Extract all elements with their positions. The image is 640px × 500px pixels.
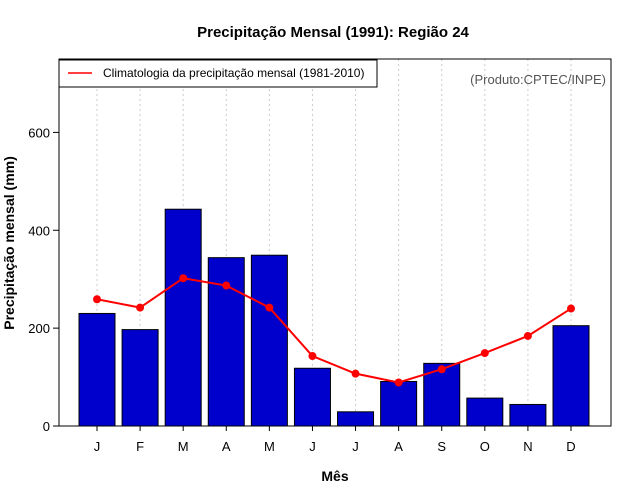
y-axis-label: Precipitação mensal (mm) xyxy=(1,156,17,330)
bar-D xyxy=(552,325,590,427)
climatology-point xyxy=(222,281,231,290)
legend-box xyxy=(58,59,378,88)
y-tick-label: 400 xyxy=(28,223,50,238)
climatology-point xyxy=(480,349,489,358)
x-tick-label: A xyxy=(394,439,403,454)
climatology-polyline xyxy=(96,277,572,384)
x-tick-label: F xyxy=(136,439,144,454)
y-tick-label: 0 xyxy=(43,419,50,434)
bar-O xyxy=(466,397,504,427)
climatology-point xyxy=(179,274,188,283)
x-axis-label: Mês xyxy=(321,468,348,484)
x-tick-label: S xyxy=(437,439,446,454)
x-tick-label: J xyxy=(94,439,101,454)
x-tick-label: J xyxy=(352,439,359,454)
y-tick-label: 600 xyxy=(28,125,50,140)
climatology-point xyxy=(394,378,403,387)
bar-N xyxy=(509,403,547,427)
bar-M xyxy=(164,208,202,427)
x-tick-label: N xyxy=(523,439,532,454)
climatology-point xyxy=(93,295,101,304)
climatology-point xyxy=(567,304,575,313)
climatology-point xyxy=(351,369,360,378)
climatology-line xyxy=(93,274,575,387)
credit-annotation: (Produto:CPTEC/INPE) xyxy=(470,72,606,87)
x-tick-label: M xyxy=(264,439,275,454)
x-tick-label: J xyxy=(309,439,316,454)
bar-A xyxy=(380,380,418,427)
bar-J xyxy=(78,312,116,427)
climatology-point xyxy=(265,303,274,312)
bars xyxy=(78,208,590,427)
climatology-point xyxy=(437,365,446,374)
climatology-point xyxy=(523,331,532,340)
bar-J xyxy=(293,367,331,427)
plot-frame xyxy=(58,58,612,427)
legend-label: Climatologia da precipitação mensal (198… xyxy=(103,66,364,80)
y-axis: 0 200 400 600 xyxy=(28,125,59,434)
bar-J xyxy=(337,411,375,427)
chart-title: Precipitação Mensal (1991): Região 24 xyxy=(197,24,469,41)
legend: Climatologia da precipitação mensal (198… xyxy=(58,59,378,88)
x-tick-label: D xyxy=(566,439,575,454)
x-tick-label: M xyxy=(178,439,189,454)
y-tick-label: 200 xyxy=(28,321,50,336)
bar-M xyxy=(250,254,288,427)
climatology-point xyxy=(308,352,317,361)
x-tick-label: O xyxy=(480,439,490,454)
climatology-point xyxy=(136,303,145,312)
bar-F xyxy=(121,329,159,427)
x-tick-label: A xyxy=(222,439,231,454)
